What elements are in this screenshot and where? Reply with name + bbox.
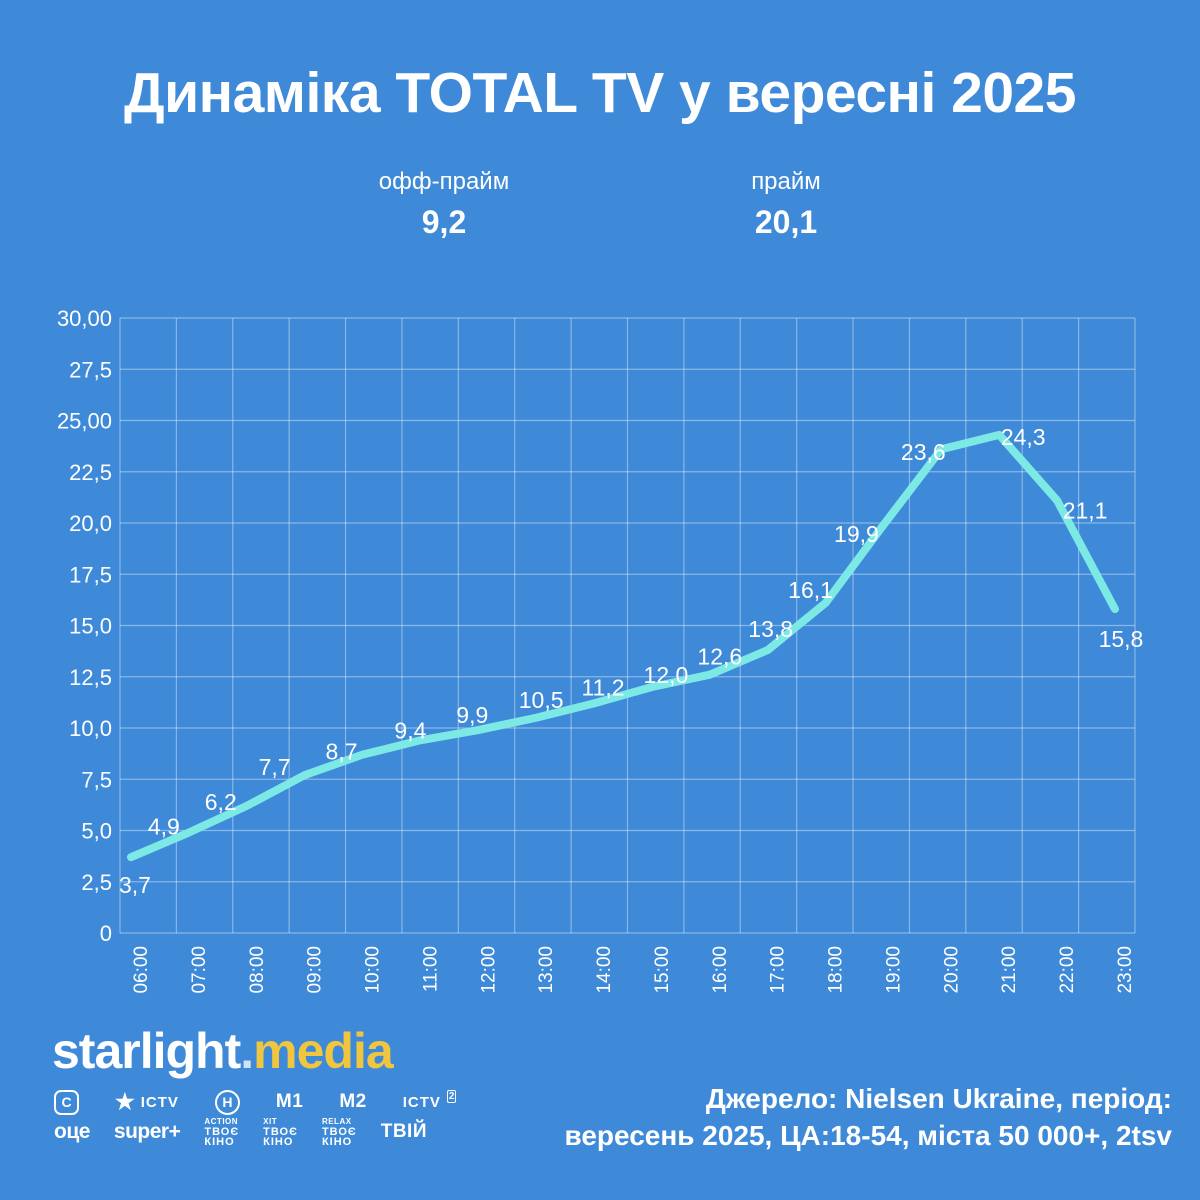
series-line — [127, 430, 1119, 862]
point-label: 15,8 — [1099, 626, 1144, 652]
x-tick-label: 21:00 — [999, 946, 1020, 994]
logo-starlight: starlight — [52, 1023, 241, 1079]
point-label: 24,3 — [1001, 424, 1046, 450]
point-label: 19,9 — [834, 521, 879, 547]
y-tick-label: 15,0 — [69, 614, 112, 639]
stat-prime-value: 20,1 — [754, 204, 818, 240]
point-label: 13,8 — [748, 616, 793, 642]
x-tick-label: 23:00 — [1115, 946, 1136, 994]
x-tick-label: 17:00 — [768, 946, 789, 994]
kino-relax-icon: RELAX ТВОЄ КІНО — [321, 1117, 357, 1148]
y-tick-label: 5,0 — [81, 819, 112, 844]
channel-logos-row2: оце super+ ACTION ТВОЄ КІНО XIT ТВОЄ КІНО RELAX Т… — [54, 1117, 427, 1148]
chart-title: Динаміка TOTAL TV у вересні 2025 — [124, 61, 1076, 125]
logo-media: media — [253, 1023, 394, 1079]
point-label: 4,9 — [148, 814, 180, 840]
x-tick-label: 07:00 — [189, 946, 210, 994]
tvii-icon: ТВІЙ — [380, 1121, 427, 1142]
point-label: 6,2 — [205, 789, 237, 815]
m1-icon: М1 — [275, 1091, 304, 1112]
x-tick-label: 16:00 — [710, 946, 731, 994]
stat-offprime: офф-прайм 9,2 — [334, 168, 554, 241]
point-label: 9,4 — [394, 717, 426, 743]
superplus-icon: super+ — [113, 1120, 181, 1143]
kino-xit-icon: XIT ТВОЄ КІНО — [263, 1117, 298, 1148]
kino-action-icon: ACTION ТВОЄ КІНО — [204, 1117, 240, 1148]
source-line1: Джерело: Nielsen Ukraine, період: — [705, 1083, 1172, 1114]
stat-prime-label: прайм — [751, 168, 821, 195]
ictv-icon: ★ ICTV — [115, 1089, 179, 1114]
x-tick-label: 22:00 — [1057, 946, 1078, 994]
x-tick-label: 09:00 — [305, 946, 326, 994]
point-label: 12,0 — [644, 662, 689, 688]
oce-icon: оце — [54, 1120, 90, 1143]
line-chart: 0 2,5 5,0 7,5 10,0 12,5 15,0 17,5 20,0 22,5 25,00 2… — [57, 306, 1144, 994]
source-line2: вересень 2025, ЦА:18-54, міста 50 000+, … — [564, 1120, 1172, 1151]
y-tick-label: 17,5 — [69, 562, 112, 587]
y-tick-label: 2,5 — [81, 870, 112, 895]
point-label: 11,2 — [582, 674, 625, 700]
y-tick-label: 22,5 — [69, 460, 112, 485]
x-tick-label: 15:00 — [652, 946, 673, 994]
point-label: 7,7 — [259, 754, 291, 780]
y-tick-label: 25,00 — [57, 409, 112, 434]
stat-offprime-value: 9,2 — [421, 204, 467, 240]
y-tick-label: 20,0 — [69, 511, 112, 536]
x-tick-label: 13:00 — [536, 946, 557, 994]
y-tick-label: 7,5 — [81, 767, 112, 792]
y-tick-label: 12,5 — [69, 665, 112, 690]
logo-dot: . — [240, 1023, 254, 1079]
stat-prime: прайм 20,1 — [676, 168, 896, 241]
x-tick-label: 19:00 — [883, 946, 904, 994]
x-tick-label: 20:00 — [941, 946, 962, 994]
x-tick-label: 06:00 — [131, 946, 152, 994]
y-tick-label: 0 — [100, 921, 112, 946]
channel-logos-row1: С ★ ICTV Н М1 М2 ICTV 2 — [54, 1089, 457, 1115]
x-tick-label: 14:00 — [594, 946, 615, 994]
y-tick-label: 27,5 — [69, 357, 112, 382]
point-label: 12,6 — [697, 644, 742, 670]
x-tick-label: 18:00 — [826, 946, 847, 994]
m2-icon: М2 — [339, 1091, 367, 1112]
source-note: Джерело: Nielsen Ukraine, період: вересе… — [564, 1080, 1172, 1154]
point-label: 16,1 — [788, 577, 833, 603]
point-label: 3,7 — [119, 872, 151, 898]
point-label: 9,9 — [456, 702, 488, 728]
novyi-kanal-icon: Н — [214, 1089, 240, 1115]
y-tick-label: 10,0 — [69, 716, 112, 741]
starlight-media-logo: starlight.media — [52, 1022, 394, 1080]
x-tick-label: 11:00 — [420, 946, 441, 992]
y-tick-label: 30,00 — [57, 306, 112, 331]
stat-offprime-label: офф-прайм — [378, 168, 510, 195]
point-label: 21,1 — [1063, 497, 1108, 523]
point-label: 8,7 — [326, 739, 358, 765]
ictv2-icon: ICTV 2 — [402, 1089, 457, 1111]
stb-icon: С — [54, 1089, 79, 1115]
x-tick-label: 08:00 — [247, 946, 268, 994]
x-tick-label: 10:00 — [363, 946, 384, 994]
point-label: 10,5 — [519, 687, 564, 713]
point-label: 23,6 — [901, 439, 946, 465]
x-tick-label: 12:00 — [478, 946, 499, 994]
